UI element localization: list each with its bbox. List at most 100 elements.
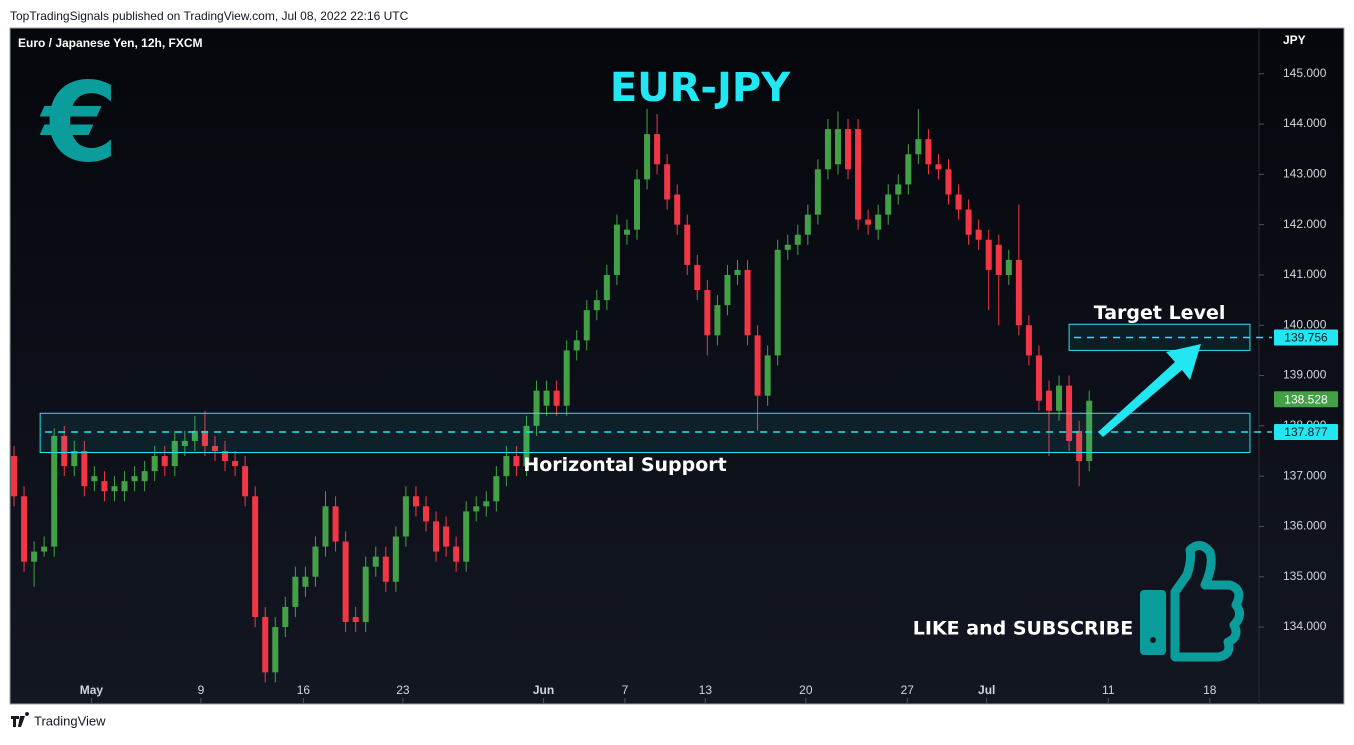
y-tick-label: 134.000 <box>1283 619 1327 633</box>
candle-body <box>61 435 68 467</box>
candle-body <box>905 154 912 185</box>
candle-body <box>201 430 208 446</box>
candle-body <box>372 556 379 567</box>
candle-body <box>402 496 409 537</box>
candle-body <box>101 481 108 492</box>
candle-body <box>302 576 309 587</box>
candle-body <box>774 249 781 356</box>
candle-body <box>51 435 58 547</box>
candle-body <box>965 209 972 235</box>
candle-body <box>382 556 389 582</box>
footer-brand: TradingView <box>34 713 106 728</box>
candle-body <box>483 501 490 507</box>
candle-body <box>1025 325 1032 356</box>
y-tick-label: 137.000 <box>1283 468 1327 482</box>
candle-body <box>613 224 620 275</box>
candle-body <box>11 456 18 497</box>
candle-body <box>292 576 299 607</box>
x-tick-label: 9 <box>198 683 205 697</box>
candle-body <box>794 234 801 245</box>
zone <box>39 412 1251 454</box>
candle-body <box>985 239 992 270</box>
x-tick-label: Jul <box>978 683 995 697</box>
candle-body <box>181 440 188 446</box>
y-tick-label: 135.000 <box>1283 569 1327 583</box>
candle-body <box>422 506 429 522</box>
x-tick-label: May <box>80 683 104 697</box>
candle-body <box>392 536 399 582</box>
candle-body <box>71 451 78 467</box>
zone-label: Horizontal Support <box>523 454 726 476</box>
candle-body <box>242 466 249 497</box>
candle-body <box>694 264 701 291</box>
candle-body <box>583 310 590 341</box>
candle-body <box>322 506 329 547</box>
candle-body <box>81 451 88 487</box>
candle-body <box>362 566 369 623</box>
candle-body <box>573 340 580 351</box>
candle-body <box>865 219 872 225</box>
candle-body <box>543 390 550 406</box>
level-badge-label: 139.756 <box>1284 331 1328 345</box>
candle-body <box>272 627 279 673</box>
candle-body <box>191 430 198 441</box>
candle-body <box>453 546 460 562</box>
x-tick-label: 16 <box>297 683 311 697</box>
level-badge-label: 137.877 <box>1284 425 1328 439</box>
candle-body <box>232 461 239 467</box>
x-tick-label: 20 <box>799 683 813 697</box>
candle-body <box>704 290 711 336</box>
candle-body <box>503 456 510 477</box>
candle-body <box>433 521 440 552</box>
candle-body <box>513 456 520 467</box>
candle-body <box>915 139 922 155</box>
candle-body <box>463 511 470 562</box>
candle-body <box>834 129 841 165</box>
candle-body <box>724 274 731 306</box>
candle-body <box>654 134 661 165</box>
y-tick-label: 144.000 <box>1283 116 1327 130</box>
candle-body <box>1056 385 1063 411</box>
y-tick-label: 139.000 <box>1283 368 1327 382</box>
candle-body <box>714 305 721 336</box>
x-tick-label: 13 <box>699 683 713 697</box>
overlay: Horizontal Support Target Level <box>39 302 1272 476</box>
candle-body <box>644 134 651 180</box>
x-tick-label: 23 <box>396 683 410 697</box>
candle-body <box>352 616 359 623</box>
currency-label: JPY <box>1283 33 1306 47</box>
candle-body <box>895 184 902 195</box>
candle-body <box>282 606 289 628</box>
candle-body <box>141 471 148 482</box>
candle-body <box>473 506 480 512</box>
last-price-label: 138.528 <box>1284 392 1328 406</box>
candle-body <box>593 300 600 311</box>
candle-body <box>603 274 610 301</box>
candle-body <box>824 129 831 170</box>
candle-body <box>955 194 962 210</box>
candle-body <box>412 496 419 507</box>
candle-body <box>111 486 118 492</box>
candle-body <box>91 476 98 482</box>
candle-body <box>875 214 882 230</box>
candle-body <box>684 224 691 265</box>
candle-body <box>1045 390 1052 411</box>
candle-body <box>674 194 681 225</box>
chart-frame <box>9 27 1345 705</box>
level-badge <box>1274 424 1338 441</box>
candle-body <box>925 139 932 165</box>
candle-body <box>151 456 158 472</box>
candle-body <box>945 169 952 195</box>
candle-body <box>764 355 771 396</box>
candle-body <box>1076 430 1083 462</box>
plot-area <box>11 108 1093 683</box>
candle-body <box>211 445 218 452</box>
y-tick-label: 142.000 <box>1283 217 1327 231</box>
candle-body <box>804 214 811 235</box>
candle-body <box>533 390 540 426</box>
candle-body <box>262 616 269 673</box>
candle-body <box>342 541 349 623</box>
candle-body <box>252 496 259 617</box>
candle-body <box>754 335 761 396</box>
level-badge <box>1274 329 1338 346</box>
